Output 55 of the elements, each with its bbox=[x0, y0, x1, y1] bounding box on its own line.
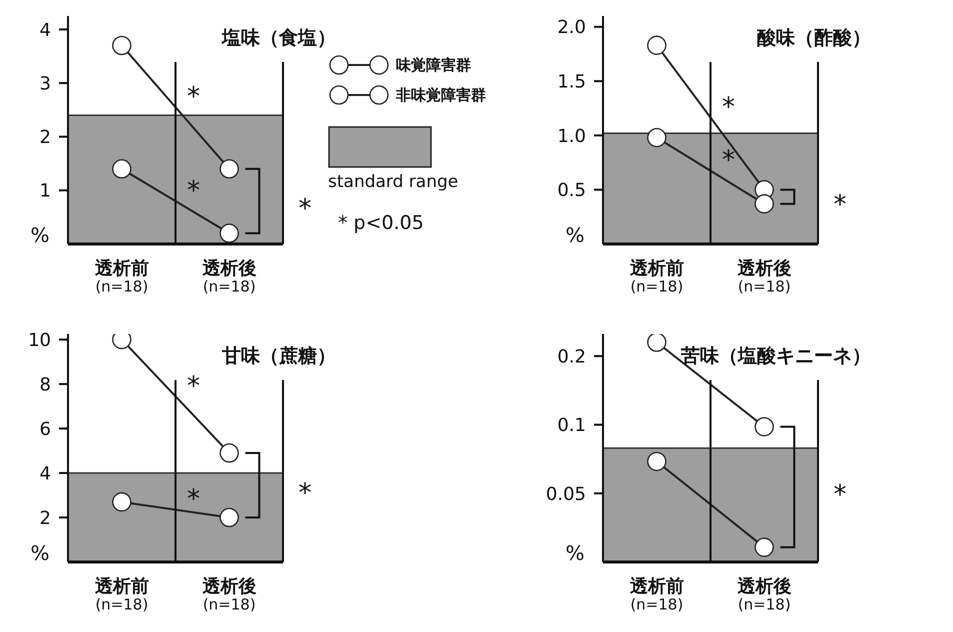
point bbox=[754, 194, 774, 214]
text: 苦味（塩酸キニーネ） bbox=[680, 345, 871, 367]
text: * p<0.05 bbox=[338, 212, 425, 234]
y-tick-label: 6 bbox=[40, 418, 51, 440]
y-axis-title: % bbox=[565, 541, 585, 565]
annotation: * bbox=[722, 92, 735, 123]
band-label: standard range bbox=[328, 172, 460, 192]
x-tick-label: 透析前 (n=18) bbox=[628, 258, 684, 296]
y-axis-title: % bbox=[565, 223, 585, 247]
annotation: * bbox=[187, 82, 200, 112]
text: * bbox=[834, 480, 846, 510]
text: * bbox=[298, 194, 312, 224]
text: 塩味（食塩） bbox=[221, 27, 336, 49]
x-tick-label: 透析後 (n=18) bbox=[736, 258, 792, 296]
y-tick-label: 10 bbox=[28, 330, 51, 351]
y-tick-label: 2.0 bbox=[557, 17, 586, 38]
y-tick-label: 1.0 bbox=[557, 126, 586, 147]
annotation: * bbox=[187, 484, 200, 515]
y-tick-label: 0.2 bbox=[557, 346, 586, 368]
legend-label: 非味覚障害群 bbox=[396, 86, 486, 104]
y-tick-label: 1.5 bbox=[557, 72, 586, 93]
point bbox=[112, 159, 132, 179]
y-tick-label: 0.1 bbox=[557, 415, 586, 436]
x-tick-label: 透析前 (n=18) bbox=[94, 576, 149, 614]
annotation: * bbox=[187, 371, 200, 402]
y-tick-label: 0.05 bbox=[546, 484, 586, 505]
y-tick-label: 4 bbox=[40, 20, 51, 41]
annotation: * bbox=[722, 146, 735, 176]
point bbox=[754, 538, 774, 557]
point bbox=[647, 128, 666, 148]
y-tick-label: 0.5 bbox=[557, 180, 586, 202]
y-axis-title: % bbox=[30, 223, 50, 247]
text: 甘味（蔗糖） bbox=[221, 345, 336, 367]
y-axis-title: % bbox=[30, 541, 50, 565]
y-tick-label: 1 bbox=[40, 180, 51, 202]
y-tick-label: 2 bbox=[40, 127, 51, 148]
point bbox=[220, 159, 239, 179]
x-tick-label: 透析前 (n=18) bbox=[94, 258, 149, 296]
text: * bbox=[298, 478, 312, 508]
point bbox=[647, 452, 666, 472]
text: 酸味（酢酸） bbox=[757, 27, 871, 49]
y-tick-label: 4 bbox=[40, 463, 51, 484]
point bbox=[220, 508, 239, 528]
x-tick-label: 透析後 (n=18) bbox=[201, 576, 256, 614]
x-tick-label: 透析後 (n=18) bbox=[736, 576, 792, 614]
y-tick-label: 8 bbox=[40, 374, 51, 396]
point bbox=[220, 224, 239, 243]
annotation: * bbox=[187, 176, 200, 206]
y-tick-label: 3 bbox=[40, 73, 51, 94]
y-tick-label: 2 bbox=[40, 508, 51, 529]
legend-label: 味覚障害群 bbox=[396, 56, 471, 74]
x-tick-label: 透析前 (n=18) bbox=[628, 576, 684, 614]
x-tick-label: 透析後 (n=18) bbox=[201, 258, 256, 296]
point bbox=[112, 492, 132, 512]
text: * bbox=[834, 190, 846, 220]
